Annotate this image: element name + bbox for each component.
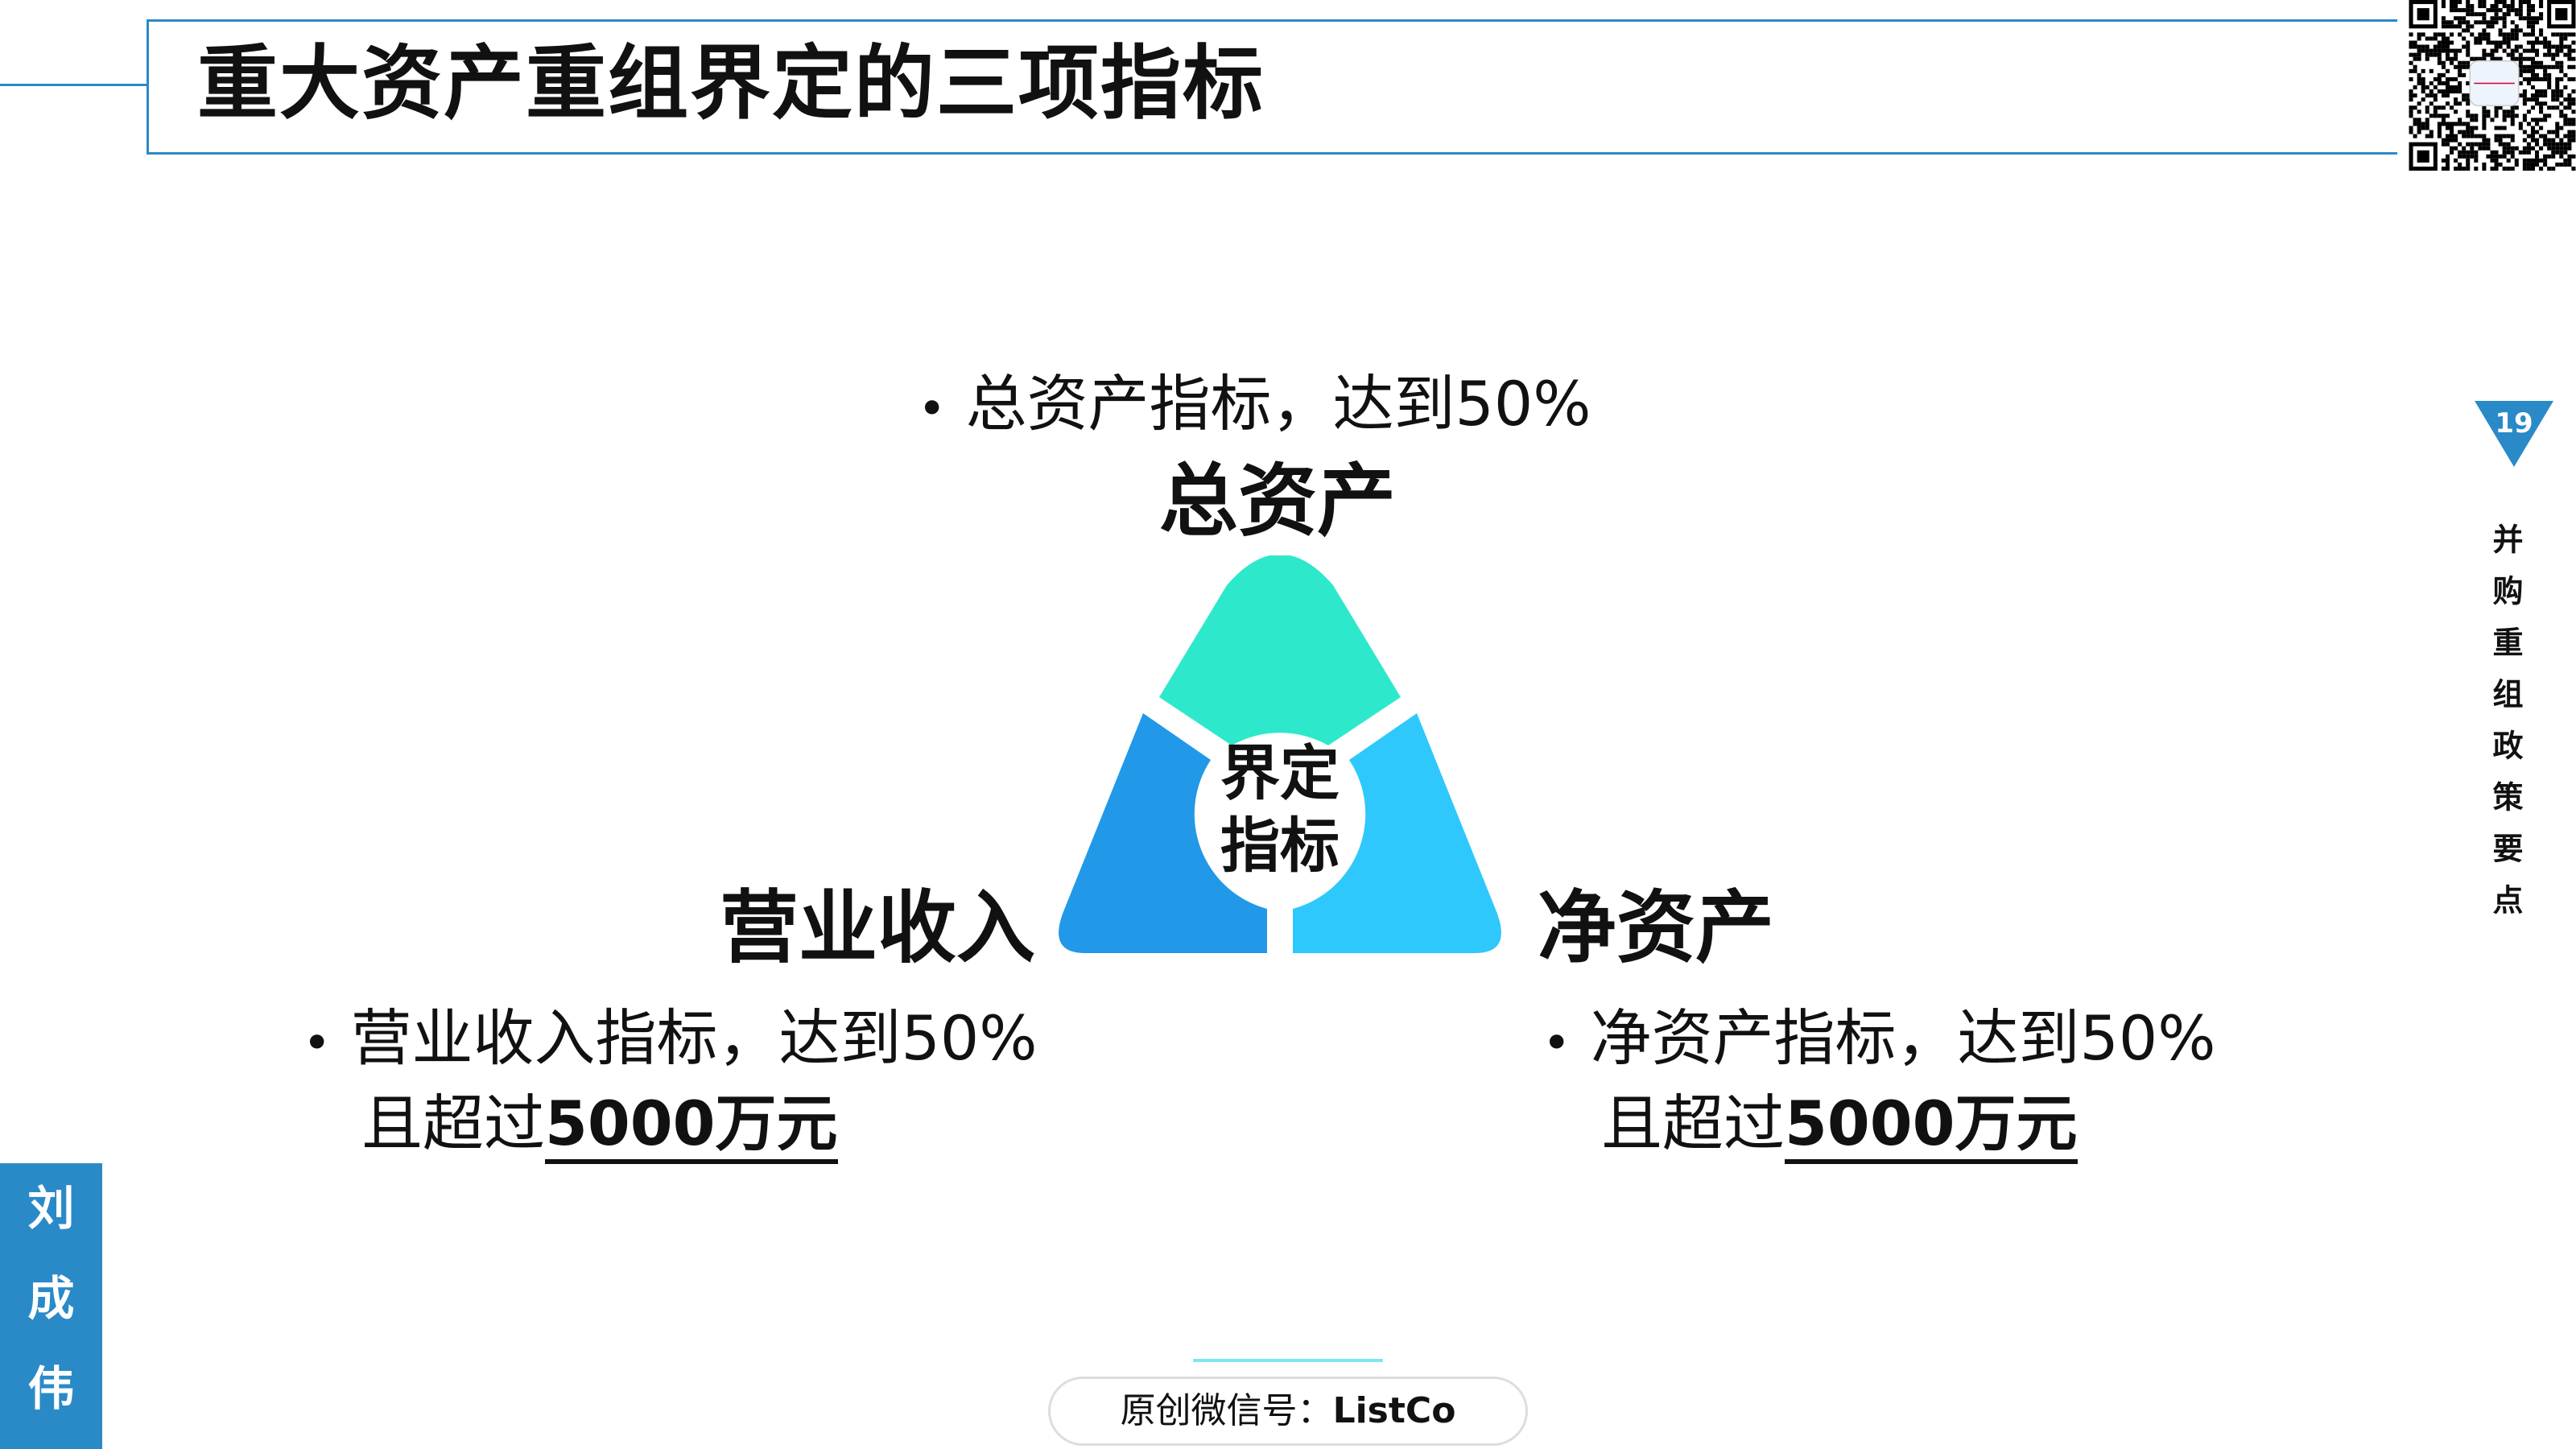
net-assets-bullet-line2-prefix: 且超过 [1601, 1088, 1785, 1159]
net-assets-bullet: • 净资产指标，达到50% 且超过5000万元 [1542, 998, 2215, 1164]
header-accent-line [0, 84, 147, 86]
top-bullet-text: 总资产指标，达到50% [965, 368, 1591, 440]
net-assets-threshold: 5000万元 [1785, 1088, 2078, 1164]
bullet-icon: • [1542, 1015, 1571, 1071]
header-frame [147, 19, 2397, 155]
top-bullet: • 总资产指标，达到50% [918, 364, 1591, 449]
page-title: 重大资产重组界定的三项指标 [197, 36, 1265, 130]
revenue-bullet-line2-prefix: 且超过 [361, 1088, 545, 1159]
revenue-threshold: 5000万元 [545, 1088, 838, 1164]
side-caption: 并购重组政策要点 [2487, 523, 2523, 935]
author-char: 刘 [27, 1181, 75, 1236]
bullet-icon: • [918, 381, 947, 437]
segment-revenue [1059, 713, 1267, 953]
revenue-bullet-line1: 营业收入指标，达到50% [350, 1002, 1038, 1074]
footer-account: ListCo [1332, 1390, 1456, 1431]
net-assets-bullet-line1: 净资产指标，达到50% [1590, 1002, 2216, 1074]
label-net-assets: 净资产 [1538, 882, 1775, 974]
footer-accent-line [1193, 1359, 1383, 1362]
bullet-icon: • [303, 1015, 332, 1071]
author-name: 刘 成 伟 [0, 1163, 102, 1449]
author-char: 成 [27, 1271, 75, 1326]
center-label: 界定 指标 [1199, 737, 1360, 882]
footer-wechat-account: 原创微信号：ListCo [1048, 1377, 1528, 1446]
page-number: 19 [2495, 407, 2533, 440]
qr-code [2409, 0, 2576, 171]
label-total-assets: 总资产 [1159, 456, 1397, 547]
footer-prefix: 原创微信号： [1120, 1390, 1333, 1431]
author-char: 伟 [27, 1361, 75, 1416]
segment-net-assets [1293, 713, 1501, 953]
page-number-badge [2475, 401, 2553, 467]
revenue-bullet: • 营业收入指标，达到50% 且超过5000万元 [303, 998, 1037, 1164]
criteria-triangle-diagram [1059, 555, 1501, 953]
segment-total-assets [1159, 555, 1401, 745]
center-label-line1: 界定 [1220, 739, 1340, 808]
center-label-line2: 指标 [1220, 811, 1340, 881]
label-revenue: 营业收入 [720, 882, 1036, 974]
